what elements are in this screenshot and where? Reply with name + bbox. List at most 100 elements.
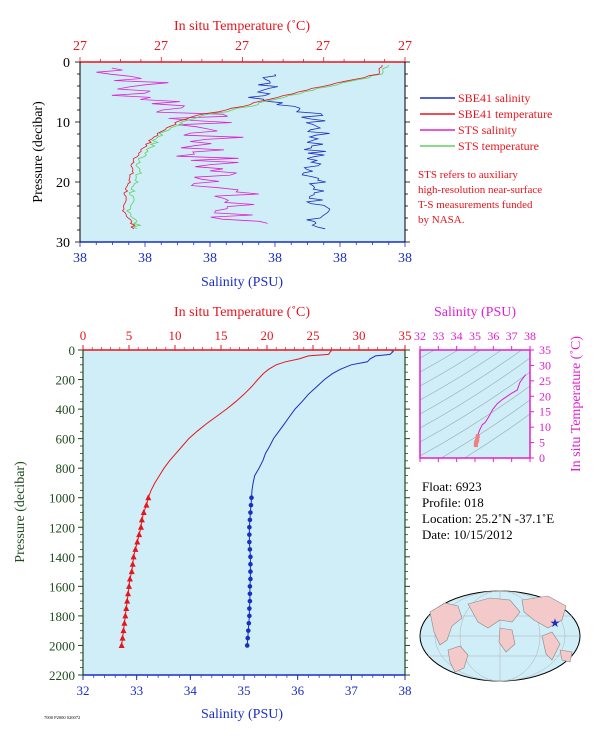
salinity-marker <box>247 598 253 604</box>
temperature-marker <box>123 605 130 612</box>
main-pressure-tick-label: 1000 <box>49 491 75 506</box>
map-continents <box>429 595 573 673</box>
salinity-marker <box>248 576 253 582</box>
ts-density-contour <box>420 357 530 429</box>
salinity-marker <box>244 643 250 648</box>
temperature-marker <box>122 612 129 619</box>
ts-density-contour <box>420 385 530 457</box>
ts-density-contour <box>420 350 459 373</box>
ts-point-marker <box>475 437 480 442</box>
main-pressure-axis-label: Pressure (decibar) <box>13 461 28 563</box>
legend-label-sbe41-temperature: SBE41 temperature <box>458 107 552 121</box>
salinity-marker <box>245 628 251 633</box>
top-sal-tick-2: 38 <box>203 251 217 266</box>
map-float-marker: ★ <box>550 616 561 630</box>
main-temperature-tick-label: 5 <box>126 328 133 343</box>
salinity-marker <box>247 606 252 611</box>
sbe41-temperature-line <box>121 64 383 230</box>
main-salinity-tick-label: 38 <box>399 683 412 698</box>
temperature-marker <box>121 619 128 626</box>
note-line-2: high-resolution near-surface <box>418 184 542 196</box>
temperature-marker <box>128 568 135 575</box>
main-temperature-tick-label: 35 <box>399 328 412 343</box>
top-panel: In situ Temperature (˚C) 27 27 27 27 27 … <box>31 19 412 290</box>
ts-density-contours <box>420 350 530 458</box>
temperature-marker <box>136 531 143 538</box>
temperature-profile-line <box>121 350 332 646</box>
salinity-marker <box>248 502 254 508</box>
ts-temp-axis-label: In situ Temperature (˚C) <box>569 336 584 472</box>
ts-density-contour <box>420 371 530 443</box>
main-temperature-tick-label: 25 <box>307 328 320 343</box>
legend-label-sts-salinity: STS salinity <box>458 123 517 137</box>
legend-label-sts-temperature: STS temperature <box>458 139 539 153</box>
top-sal-tick-3: 38 <box>268 251 282 266</box>
ts-sal-axis-label: Salinity (PSU) <box>434 305 516 320</box>
top-pressure-axis-label: Pressure (decibar) <box>31 101 46 203</box>
top-curves <box>96 64 390 230</box>
ts-temperature-tick-label: 10 <box>539 420 551 434</box>
main-temperature-tick-label: 15 <box>215 328 228 343</box>
ts-density-contour <box>420 350 435 359</box>
float-id: Float: 6923 <box>422 479 482 494</box>
main-pressure-tick-label: 2000 <box>49 638 75 653</box>
temperature-marker <box>143 501 150 508</box>
ts-temperature-tick-label: 15 <box>539 405 551 419</box>
main-pressure-tick-label: 800 <box>56 461 76 476</box>
salinity-marker <box>248 510 253 515</box>
salinity-marker <box>247 517 253 523</box>
top-sal-tick-4: 38 <box>333 251 347 266</box>
main-pressure-tick-label: 200 <box>56 373 76 388</box>
salinity-marker <box>245 635 251 641</box>
temperature-marker <box>124 597 131 604</box>
top-temp-tick-0: 27 <box>73 39 87 54</box>
main-panel: 0200400600800100012001400160018002000220… <box>13 305 412 722</box>
temperature-marker <box>145 494 152 501</box>
top-sal-tick-1: 38 <box>138 251 152 266</box>
top-temp-tick-1: 27 <box>154 39 168 54</box>
temperature-marker <box>129 560 136 567</box>
top-temp-tick-3: 27 <box>316 39 330 54</box>
sbe41-salinity-line <box>248 73 331 230</box>
temperature-marker <box>120 627 127 634</box>
top-p-tick-20: 20 <box>56 176 70 191</box>
main-salinity-tick-label: 35 <box>238 683 251 698</box>
top-sal-tick-0: 38 <box>73 251 87 266</box>
temperature-marker <box>125 590 132 597</box>
salinity-marker <box>247 547 253 552</box>
ts-salinity-tick-label: 35 <box>469 329 481 343</box>
main-temperature-tick-label: 30 <box>353 328 366 343</box>
temperature-marker <box>126 582 132 589</box>
sts-salinity-line <box>96 67 268 224</box>
salinity-marker <box>247 532 252 537</box>
ts-salinity-tick-label: 36 <box>487 329 499 343</box>
temperature-marker <box>134 538 141 545</box>
salinity-marker <box>247 524 252 530</box>
salinity-marker <box>246 620 252 626</box>
ts-density-contour <box>420 350 523 415</box>
main-curves <box>118 350 395 648</box>
main-temperature-tick-label: 0 <box>80 328 87 343</box>
salinity-marker <box>249 495 254 501</box>
legend: SBE41 salinity SBE41 temperature STS sal… <box>418 91 552 226</box>
top-p-tick-10: 10 <box>56 116 70 131</box>
ts-density-contour <box>420 350 503 401</box>
temperature-marker <box>132 545 139 552</box>
main-temperature-tick-label: 20 <box>261 328 274 343</box>
main-salinity-tick-label: 37 <box>345 683 359 698</box>
legend-label-sbe41-salinity: SBE41 salinity <box>458 91 530 105</box>
main-pressure-tick-label: 1600 <box>49 579 75 594</box>
world-map: ★ <box>419 590 581 682</box>
salinity-marker <box>247 613 252 619</box>
note-line-4: by NASA. <box>418 214 465 226</box>
temperature-marker <box>130 553 137 560</box>
main-salinity-tick-label: 36 <box>291 683 305 698</box>
main-sal-axis-label: Salinity (PSU) <box>201 707 283 722</box>
top-temp-tick-4: 27 <box>398 39 412 54</box>
ts-density-contour <box>464 413 530 458</box>
ts-salinity-tick-label: 33 <box>432 329 444 343</box>
ts-temperature-tick-label: 30 <box>539 358 551 372</box>
